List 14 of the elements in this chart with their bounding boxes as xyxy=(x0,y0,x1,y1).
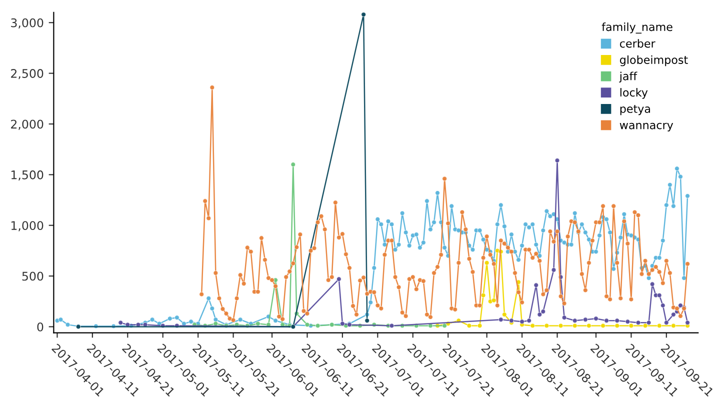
legend-label: jaff xyxy=(619,72,638,82)
y-tick-label: 1,000 xyxy=(11,221,44,232)
y-tick-label: 1,500 xyxy=(11,170,44,181)
legend-label: cerber xyxy=(620,39,656,48)
legend-label: petya xyxy=(620,104,650,116)
legend-label: locky xyxy=(620,88,648,99)
y-tick-label: 500 xyxy=(22,272,44,281)
legend-label: wannacry xyxy=(620,122,674,132)
y-tick-label: 0 xyxy=(37,322,44,332)
legend-title: family_name xyxy=(602,22,672,34)
y-tick-label: 2,500 xyxy=(11,69,44,80)
y-tick-label: 3,000 xyxy=(11,18,44,28)
legend-label: globeimpost xyxy=(620,55,688,66)
y-tick-label: 2,000 xyxy=(11,120,44,130)
